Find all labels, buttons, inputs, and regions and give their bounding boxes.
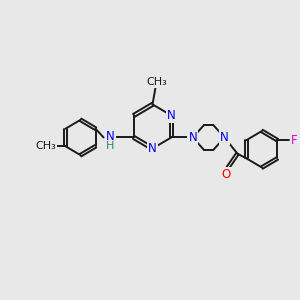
Text: N: N: [106, 130, 115, 142]
Text: N: N: [148, 142, 157, 155]
Text: N: N: [167, 109, 176, 122]
Text: CH₃: CH₃: [146, 77, 167, 87]
Text: N: N: [220, 131, 229, 144]
Text: N: N: [188, 131, 197, 144]
Text: H: H: [106, 141, 114, 151]
Text: O: O: [221, 168, 231, 182]
Text: CH₃: CH₃: [35, 141, 56, 151]
Text: F: F: [291, 134, 298, 147]
